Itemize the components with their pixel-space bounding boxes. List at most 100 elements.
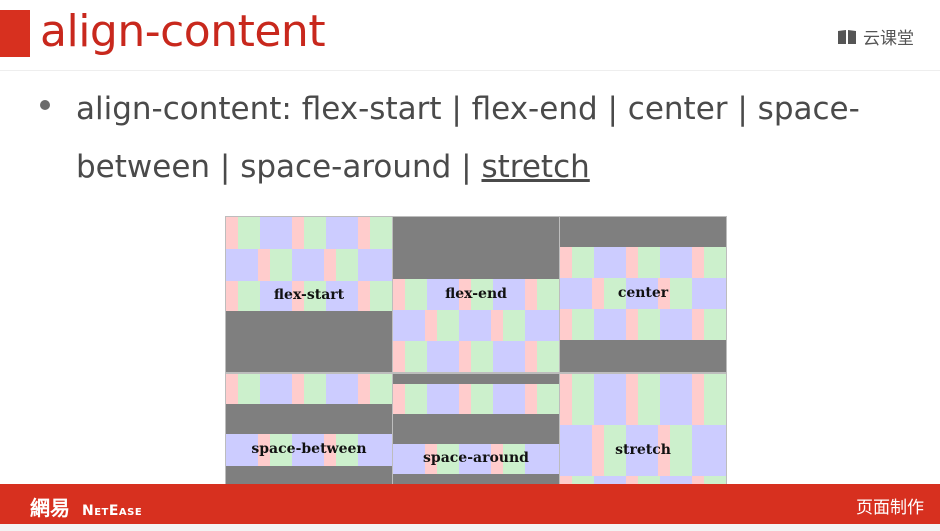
demo-cell-center: center (559, 216, 727, 373)
flex-line (393, 384, 559, 414)
flex-item (503, 444, 525, 474)
flex-item (324, 249, 336, 281)
flex-item (525, 384, 537, 414)
flex-item (425, 444, 437, 474)
demo-cell-flex-end: flex-end (392, 216, 560, 373)
bullet-line-1: align-content: flex-start | flex-end | c… (76, 91, 860, 127)
flex-item (660, 374, 692, 425)
demo-label: center (617, 284, 669, 301)
flex-line (560, 374, 726, 425)
flex-item (626, 309, 638, 340)
demo-label: space-between (251, 441, 367, 457)
flex-item (226, 374, 238, 404)
flex-item (437, 310, 459, 341)
flex-item (658, 425, 670, 476)
flex-item (537, 279, 559, 310)
flex-item (258, 434, 270, 466)
flex-item (626, 278, 658, 309)
flex-item (572, 247, 594, 278)
flex-item (292, 434, 324, 466)
flex-item (459, 341, 471, 372)
header-divider (0, 70, 940, 71)
flex-item (405, 384, 427, 414)
flex-item (592, 425, 604, 476)
flex-line (393, 279, 559, 310)
flex-item (459, 384, 471, 414)
flex-item (525, 279, 537, 310)
bullet-line-2-prefix: between | space-around | (76, 149, 482, 185)
flex-item (358, 217, 370, 249)
flex-item (626, 374, 638, 425)
flex-line (560, 425, 726, 476)
flex-item (226, 249, 258, 281)
demo-label: flex-start (273, 287, 345, 303)
flex-item (493, 384, 525, 414)
flex-item (427, 341, 459, 372)
flex-item (638, 247, 660, 278)
flex-item (572, 309, 594, 340)
demo-label: flex-end (445, 285, 507, 302)
flex-item (270, 249, 292, 281)
flex-item (704, 309, 726, 340)
flex-item (326, 217, 358, 249)
flex-line (393, 444, 559, 474)
flex-item (638, 309, 660, 340)
flex-item (493, 279, 525, 310)
flex-item (358, 374, 370, 404)
flex-item (324, 434, 336, 466)
slide-title: align-content (40, 6, 326, 57)
brand-logo: 云课堂 (837, 24, 914, 49)
flex-item (626, 425, 658, 476)
flex-item (437, 444, 459, 474)
flex-item (304, 374, 326, 404)
flex-line (560, 309, 726, 340)
flex-item (560, 247, 572, 278)
flex-item (560, 374, 572, 425)
flex-item (692, 374, 704, 425)
flex-line (560, 278, 726, 309)
flex-line (226, 281, 392, 311)
flex-item (393, 384, 405, 414)
flex-line (226, 434, 392, 466)
flex-item (405, 341, 427, 372)
flex-item (525, 310, 559, 341)
flex-item (670, 425, 692, 476)
flex-item (572, 374, 594, 425)
flex-item (560, 425, 592, 476)
flex-item (358, 434, 392, 466)
flex-line (226, 374, 392, 404)
flex-item (425, 310, 437, 341)
flex-item (393, 310, 425, 341)
flex-item (427, 279, 459, 310)
flex-item (226, 217, 238, 249)
flex-item (336, 434, 358, 466)
flex-item (658, 278, 670, 309)
flex-item (670, 278, 692, 309)
flex-item (525, 444, 559, 474)
flex-item (692, 425, 726, 476)
bullet-line-2: between | space-around | stretch (76, 138, 876, 196)
flex-item (493, 341, 525, 372)
flex-item (370, 374, 392, 404)
flex-item (393, 279, 405, 310)
flex-line (393, 310, 559, 341)
flex-item (704, 247, 726, 278)
flex-item (604, 278, 626, 309)
flex-item (358, 281, 370, 311)
flex-item (459, 444, 491, 474)
flex-item (292, 281, 304, 311)
flex-item (260, 281, 292, 311)
flex-item (471, 384, 493, 414)
flex-item (503, 310, 525, 341)
flex-item (304, 217, 326, 249)
flex-item (427, 384, 459, 414)
flex-item (525, 341, 537, 372)
flex-item (260, 217, 292, 249)
flex-item (638, 374, 660, 425)
flex-item (537, 341, 559, 372)
flex-item (594, 247, 626, 278)
flex-item (258, 249, 270, 281)
flex-item (692, 278, 726, 309)
flex-item (370, 217, 392, 249)
demo-cell-flex-start: flex-start (225, 216, 393, 373)
